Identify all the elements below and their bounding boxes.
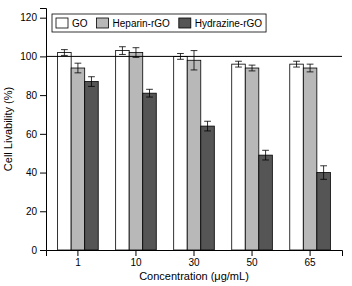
bar	[259, 155, 273, 250]
x-axis: 1 10 30 50 65	[47, 250, 343, 268]
error-bar	[61, 50, 68, 56]
x-tick-mark	[194, 250, 195, 256]
y-tick: 100	[20, 51, 46, 62]
x-tick-label: 30	[188, 257, 200, 268]
y-tick: 20	[26, 206, 46, 217]
error-bar	[307, 64, 314, 72]
error-bar	[320, 166, 327, 180]
x-tick-mark	[135, 250, 136, 256]
legend-label: GO	[72, 18, 88, 29]
x-tick-mark	[252, 250, 253, 256]
bar	[317, 173, 331, 250]
error-bar	[191, 51, 198, 70]
plot: 0 20 40 60 80 100 120 1 10 30 50 65 Concentration (μ…	[2, 9, 343, 283]
reference-line	[46, 56, 342, 57]
y-tick: 120	[20, 12, 46, 23]
y-tick-label: 80	[26, 90, 38, 101]
y-tick: 60	[26, 129, 46, 140]
y-axis-title: Cell Livability (%)	[2, 87, 14, 171]
y-tick-mark	[40, 211, 46, 212]
y-tick-label: 100	[20, 51, 37, 62]
legend-label: Heparin-rGO	[113, 18, 170, 29]
series	[58, 47, 304, 250]
legend: GO Heparin-rGO Hydrazine-rGO	[52, 14, 266, 32]
error-bar	[88, 77, 95, 87]
x-tick: 30	[188, 250, 200, 268]
bar	[71, 68, 85, 250]
y-tick-mark	[40, 18, 46, 19]
x-tick-label: 50	[246, 257, 258, 268]
y-tick-mark	[40, 173, 46, 174]
bar	[245, 68, 259, 250]
error-bar	[293, 61, 300, 67]
x-tick-label: 65	[305, 257, 317, 268]
legend-label: Hydrazine-rGO	[195, 18, 262, 29]
x-axis-title: Concentration (μg/mL)	[139, 270, 249, 282]
bar	[143, 93, 157, 250]
x-tick: 65	[305, 250, 317, 268]
marks	[46, 47, 342, 250]
legend-swatch	[97, 18, 109, 28]
x-tick: 50	[246, 250, 258, 268]
y-axis-line	[40, 9, 47, 251]
bar	[303, 68, 317, 250]
x-tick: 10	[130, 250, 142, 268]
y-axis: 0 20 40 60 80 100 120	[20, 9, 46, 256]
legend-swatch	[179, 18, 191, 28]
y-tick-label: 0	[31, 245, 37, 256]
legend-frame	[52, 14, 266, 32]
x-tick-label: 1	[75, 257, 81, 268]
y-tick-mark	[40, 134, 46, 135]
error-bar	[146, 89, 153, 97]
error-bar	[119, 47, 126, 55]
bar	[201, 126, 215, 250]
chart: 0 20 40 60 80 100 120 1 10 30 50 65 Concentration (μ…	[0, 0, 352, 286]
error-bar	[262, 150, 269, 160]
y-tick-label: 60	[26, 129, 38, 140]
y-tick: 40	[26, 167, 46, 178]
legend-swatch	[56, 18, 68, 28]
y-tick-label: 120	[20, 12, 37, 23]
bar	[116, 51, 130, 250]
series	[71, 48, 317, 250]
x-tick-mark	[310, 250, 311, 256]
error-bar	[249, 65, 256, 71]
y-tick: 80	[26, 90, 46, 101]
y-tick-label: 20	[26, 206, 38, 217]
error-bar	[235, 61, 242, 67]
y-tick-mark	[40, 95, 46, 96]
x-axis-line	[47, 251, 343, 257]
series	[85, 77, 331, 250]
bar	[85, 82, 99, 250]
bar	[232, 64, 246, 250]
error-bar	[204, 121, 211, 131]
y-tick: 0	[31, 245, 46, 256]
y-tick-mark	[40, 56, 46, 57]
bar	[290, 64, 304, 250]
x-tick: 1	[75, 250, 81, 268]
x-tick-mark	[77, 250, 78, 256]
y-tick-mark	[40, 250, 46, 251]
bar	[129, 53, 143, 250]
error-bar	[75, 63, 82, 73]
y-tick-label: 40	[26, 167, 38, 178]
bar	[58, 53, 72, 250]
bar	[187, 60, 201, 250]
x-tick-label: 10	[130, 257, 142, 268]
bar	[174, 56, 188, 250]
